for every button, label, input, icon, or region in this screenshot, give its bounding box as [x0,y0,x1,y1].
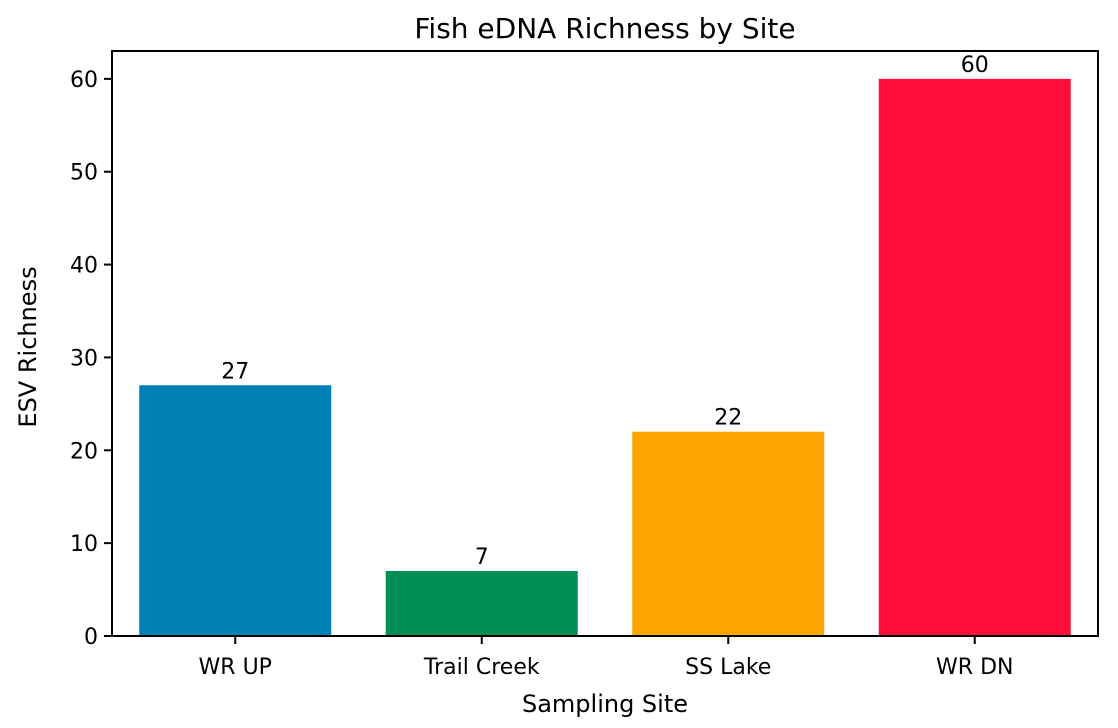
x-tick-label-wr-up: WR UP [199,655,272,680]
y-axis-ticks: 0 10 20 30 40 50 60 [70,68,112,650]
x-axis-label: Sampling Site [522,690,688,718]
data-label-wr-dn: 60 [961,53,989,78]
bar-ss-lake [632,431,825,636]
y-tick-label-10: 10 [70,532,98,557]
y-axis-label: ESV Richness [14,266,42,427]
bar-wr-dn [878,78,1071,637]
x-tick-label-wr-dn: WR DN [936,655,1013,680]
y-tick-label-60: 60 [70,68,98,93]
y-tick-label-20: 20 [70,439,98,464]
plot-frame [111,50,1099,637]
data-label-trail-creek: 7 [475,545,489,570]
data-label-ss-lake: 22 [714,406,742,431]
data-labels-layer: 27 7 22 60 [221,53,989,570]
chart-title: Fish eDNA Richness by Site [414,12,795,45]
data-label-wr-up: 27 [221,359,249,384]
x-tick-label-trail-creek: Trail Creek [423,655,540,680]
y-tick-label-30: 30 [70,346,98,371]
x-tick-label-ss-lake: SS Lake [685,655,771,680]
y-tick-label-40: 40 [70,254,98,279]
x-axis-ticks: WR UP Trail Creek SS Lake WR DN [199,636,1013,680]
y-tick-label-0: 0 [84,625,98,650]
bar-trail-creek [385,571,578,636]
bar-wr-up [139,385,332,636]
bars-layer [139,78,1071,637]
y-tick-label-50: 50 [70,161,98,186]
